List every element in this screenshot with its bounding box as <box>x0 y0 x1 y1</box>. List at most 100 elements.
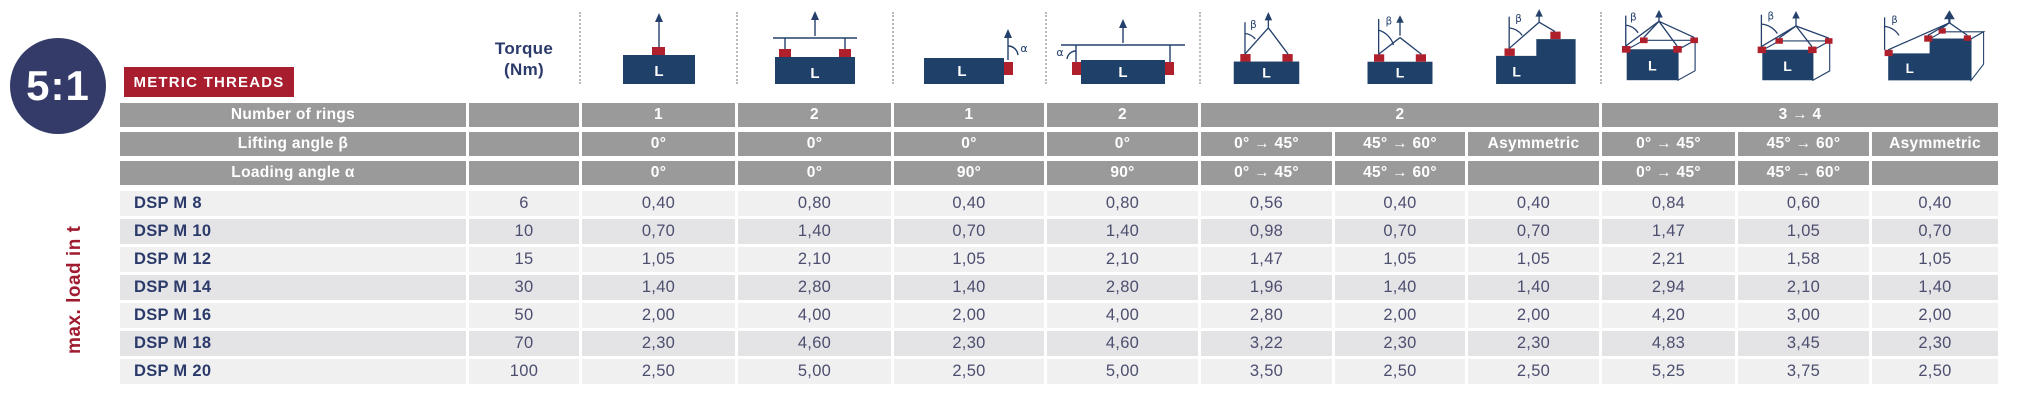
lifting-angle-value: 45° → 60° <box>1738 132 1869 156</box>
lifting-angle-row: Lifting angle β 0° 0° 0° 0° 0° → 45° 45°… <box>120 132 1998 156</box>
diagram-row: Torque (Nm) L L L <box>120 4 1998 84</box>
loading-angle-value: 0° <box>738 161 891 185</box>
load-value: 2,21 <box>1602 247 1735 272</box>
load-value: 0,60 <box>1738 191 1869 216</box>
lifting-angle-value: Asymmetric <box>1468 132 1599 156</box>
load-value: 5,25 <box>1602 359 1735 384</box>
product-name: DSP M 20 <box>120 359 466 384</box>
load-value: 2,00 <box>894 303 1044 328</box>
load-value: 4,00 <box>1047 303 1198 328</box>
load-value: 2,50 <box>894 359 1044 384</box>
load-value: 2,94 <box>1602 275 1735 300</box>
load-value: 4,20 <box>1602 303 1735 328</box>
load-value: 1,40 <box>894 275 1044 300</box>
load-value: 1,05 <box>582 247 735 272</box>
load-value: 0,70 <box>1872 219 1998 244</box>
load-value: 1,05 <box>1335 247 1465 272</box>
load-value: 1,40 <box>1468 275 1599 300</box>
two-rings-asymmetric-icon: L β <box>1496 9 1576 84</box>
loading-angle-value: 90° <box>1047 161 1198 185</box>
load-value: 1,40 <box>738 219 891 244</box>
diagram-spacer <box>120 4 466 84</box>
load-value: 1,05 <box>1468 247 1599 272</box>
rings-value: 2 <box>738 103 891 127</box>
lifting-angle-value: 0° → 45° <box>1602 132 1735 156</box>
load-value: 2,10 <box>738 247 891 272</box>
load-value: 1,40 <box>582 275 735 300</box>
rings-value-group: 3 → 4 <box>1602 103 1998 127</box>
two-rings-sling-0-45-icon: L β <box>1233 11 1300 84</box>
load-value: 2,00 <box>1335 303 1465 328</box>
lifting-angle-value: 0° <box>582 132 735 156</box>
load-value: 2,80 <box>738 275 891 300</box>
load-value: 2,00 <box>1468 303 1599 328</box>
load-value: 4,83 <box>1602 331 1735 356</box>
table-row: DSP M 12 15 1,05 2,10 1,05 2,10 1,47 1,0… <box>120 247 1998 272</box>
svg-text:L: L <box>654 63 663 80</box>
loading-angle-value: 0° <box>582 161 735 185</box>
product-name: DSP M 16 <box>120 303 466 328</box>
row-header-label: Number of rings <box>120 103 466 127</box>
product-rows: DSP M 8 6 0,40 0,80 0,40 0,80 0,56 0,40 … <box>120 191 1998 384</box>
svg-text:L: L <box>1648 59 1657 75</box>
svg-text:L: L <box>1906 61 1914 76</box>
product-name: DSP M 10 <box>120 219 466 244</box>
svg-text:L: L <box>1262 64 1271 80</box>
load-value: 2,30 <box>1872 331 1998 356</box>
diagram-cell: L β <box>1872 4 1998 84</box>
loading-angle-value: 0° → 45° <box>1602 161 1735 185</box>
load-value: 2,50 <box>582 359 735 384</box>
torque-value: 6 <box>469 191 579 216</box>
load-value: 1,05 <box>894 247 1044 272</box>
rings-value: 2 <box>1047 103 1198 127</box>
loading-angle-value <box>1468 161 1599 185</box>
load-value: 3,22 <box>1201 331 1332 356</box>
dotted-separator <box>1199 12 1201 84</box>
one-ring-vertical-lift-icon: L <box>622 13 695 84</box>
loading-angle-row: Loading angle α 0° 0° 90° 90° 0° → 45° 4… <box>120 161 1998 185</box>
lifting-angle-value: 45° → 60° <box>1335 132 1465 156</box>
load-value: 2,30 <box>894 331 1044 356</box>
diagram-cell: L α <box>1047 4 1198 84</box>
torque-value: 100 <box>469 359 579 384</box>
loading-angle-value: 45° → 60° <box>1335 161 1465 185</box>
load-value: 2,00 <box>1872 303 1998 328</box>
lifting-angle-value: Asymmetric <box>1872 132 1998 156</box>
diagram-cell: L α <box>894 4 1044 84</box>
table-row: DSP M 14 30 1,40 2,80 1,40 2,80 1,96 1,4… <box>120 275 1998 300</box>
row-header-label: Loading angle α <box>120 161 466 185</box>
loading-angle-value <box>1872 161 1998 185</box>
two-rings-sling-45-60-icon: L β <box>1367 15 1433 84</box>
load-value: 0,70 <box>1335 219 1465 244</box>
svg-text:L: L <box>1118 64 1127 81</box>
loading-angle-value: 45° → 60° <box>1738 161 1869 185</box>
load-value: 0,84 <box>1602 191 1735 216</box>
category-badge: METRIC THREADS <box>124 67 294 97</box>
svg-text:α: α <box>1020 42 1027 55</box>
header-empty-cell <box>469 103 579 127</box>
product-name: DSP M 12 <box>120 247 466 272</box>
svg-text:L: L <box>810 65 819 82</box>
two-rings-spreader-vertical-icon: L <box>772 11 857 84</box>
dotted-separator <box>579 12 581 84</box>
dotted-separator <box>1600 12 1602 84</box>
load-value: 3,50 <box>1201 359 1332 384</box>
svg-text:β: β <box>1767 10 1774 22</box>
loading-angle-value: 0° → 45° <box>1201 161 1332 185</box>
load-value: 0,40 <box>582 191 735 216</box>
load-value: 2,30 <box>1468 331 1599 356</box>
load-value: 0,40 <box>1872 191 1998 216</box>
load-value: 0,70 <box>1468 219 1599 244</box>
torque-value: 70 <box>469 331 579 356</box>
diagram-cell: L β <box>1738 4 1869 84</box>
max-load-axis-label: max. load in t <box>64 225 85 355</box>
load-value: 2,10 <box>1738 275 1869 300</box>
svg-text:β: β <box>1630 11 1637 23</box>
table-row: DSP M 8 6 0,40 0,80 0,40 0,80 0,56 0,40 … <box>120 191 1998 216</box>
load-value: 2,50 <box>1872 359 1998 384</box>
load-value: 2,80 <box>1201 303 1332 328</box>
header-empty-cell <box>469 132 579 156</box>
product-name: DSP M 14 <box>120 275 466 300</box>
three-four-rings-sling-0-45-icon: L β <box>1621 9 1698 82</box>
load-value: 0,70 <box>894 219 1044 244</box>
